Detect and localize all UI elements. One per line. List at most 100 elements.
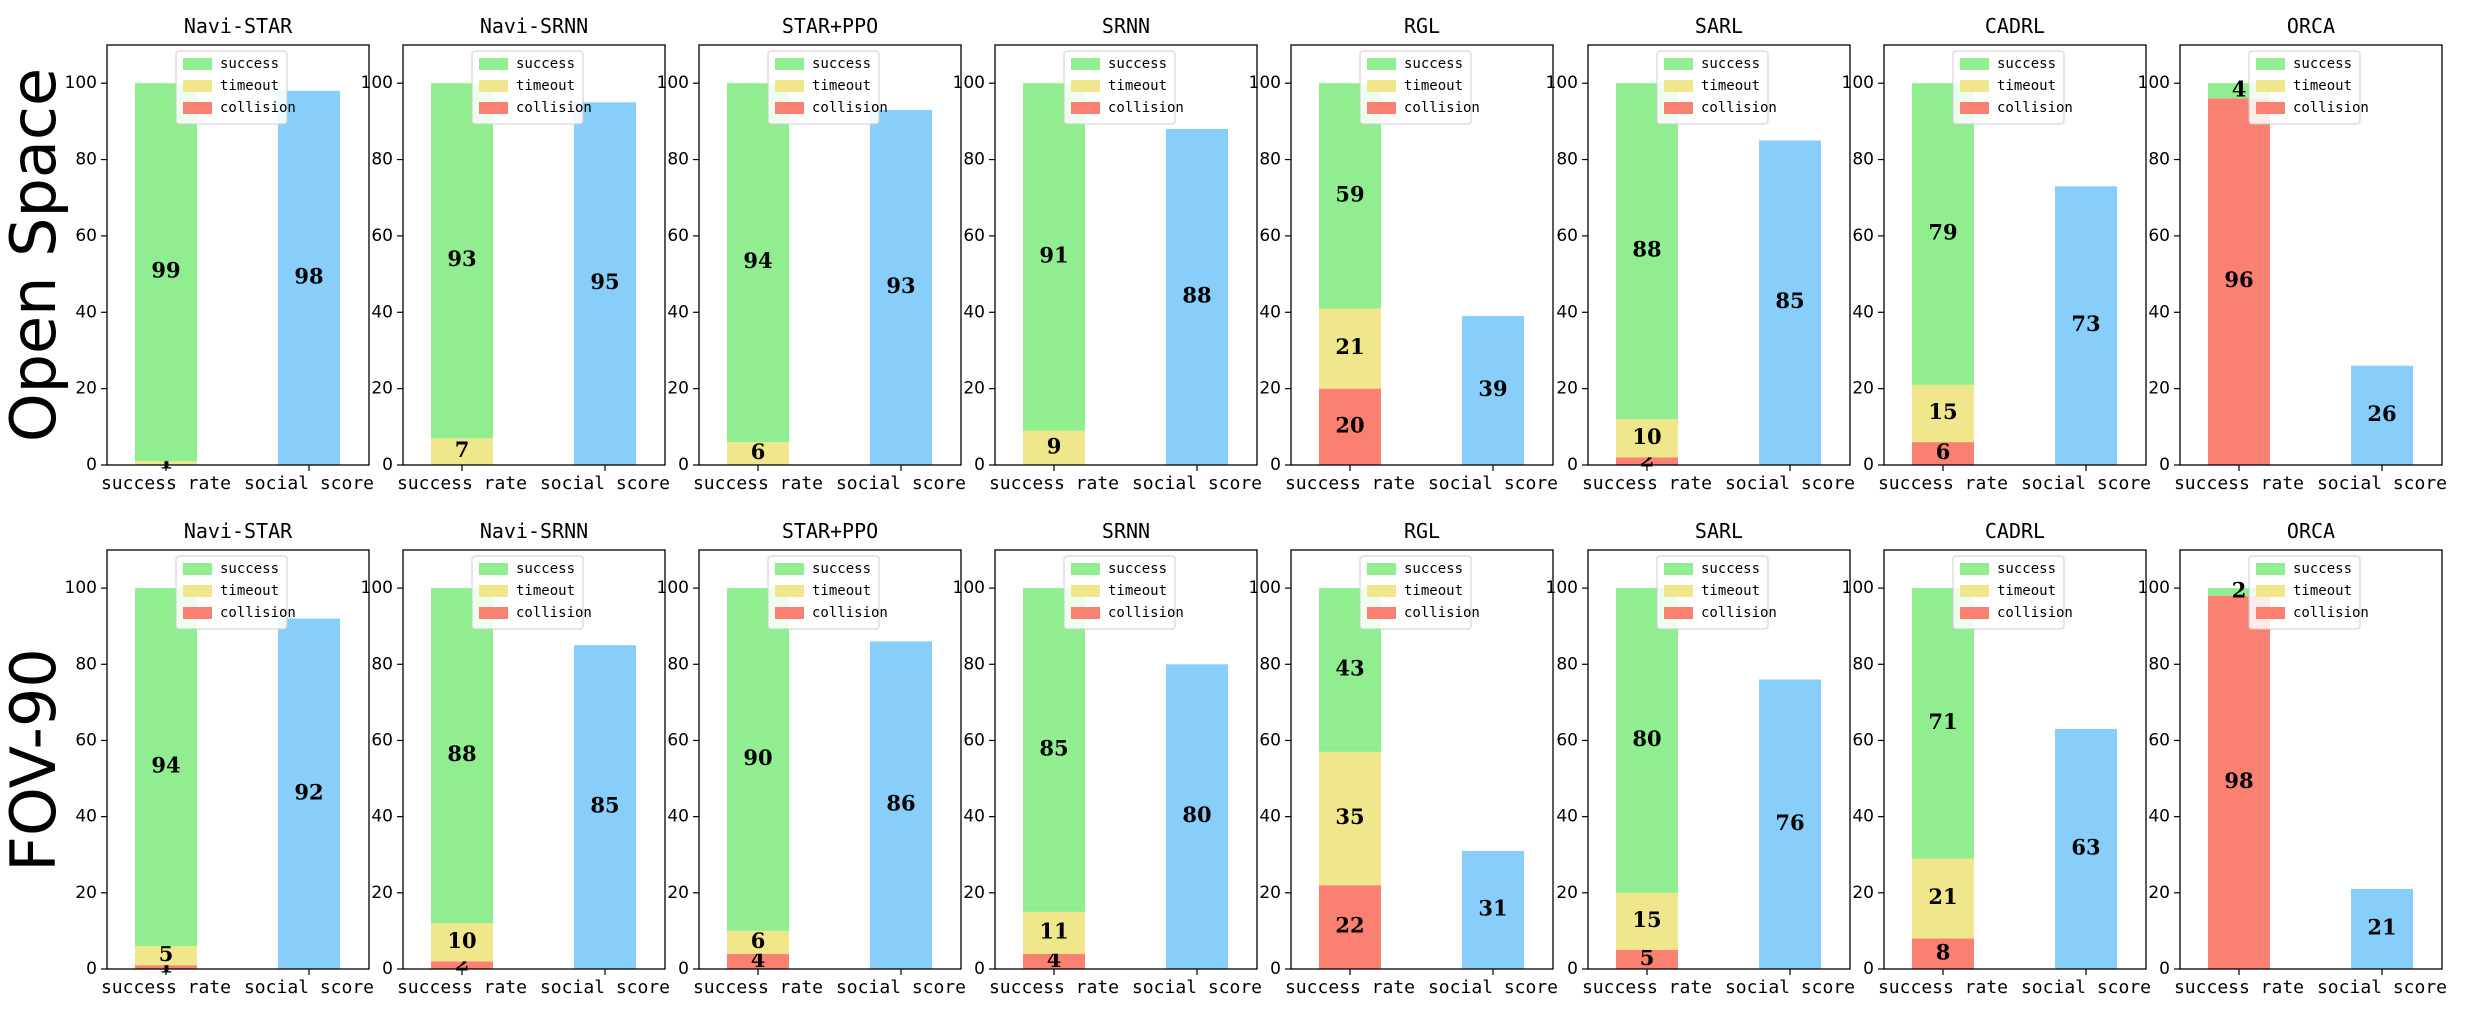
y-tick-label: 60 <box>371 226 393 246</box>
x-tick-label: success rate <box>2174 473 2304 494</box>
legend-swatch-success <box>479 58 508 70</box>
bar-label-success: 90 <box>743 745 772 770</box>
legend-label-timeout: timeout <box>1108 583 1167 599</box>
bar-success <box>1023 588 1085 912</box>
legend: success timeout collision <box>767 555 888 630</box>
panel-title: SARL <box>1695 14 1743 38</box>
axes-frame <box>402 44 666 466</box>
legend-label-timeout: timeout <box>220 78 279 94</box>
legend-label-timeout: timeout <box>812 78 871 94</box>
y-tick-label: 80 <box>1556 150 1578 170</box>
legend: success timeout collision <box>1952 555 2073 630</box>
bar-social-score <box>278 90 340 466</box>
panel-rgl-fov-90: RGL 22 35 43 31 0 20 40 60 80 100 success rate socia… <box>1249 519 1558 998</box>
legend-label-timeout: timeout <box>1701 78 1760 94</box>
y-tick-label: 100 <box>361 73 393 93</box>
y-tick-label: 20 <box>1852 379 1874 399</box>
row-label-fov-90: FOV-90 <box>0 648 70 871</box>
legend-swatch-timeout <box>2256 80 2285 92</box>
legend-swatch-timeout <box>1664 585 1693 597</box>
legend-label-collision: collision <box>1108 100 1184 116</box>
bar-label-success: 4 <box>2232 76 2247 101</box>
y-tick-label: 60 <box>963 730 985 750</box>
panel-srnn-open-space: SRNN 9 91 88 0 20 40 60 80 100 success rate social … <box>953 14 1262 494</box>
y-tick-label: 0 <box>1567 455 1578 475</box>
legend-label-collision: collision <box>516 605 592 621</box>
legend-label-timeout: timeout <box>1404 78 1463 94</box>
y-tick-label: 80 <box>371 150 393 170</box>
legend: success timeout collision <box>175 555 296 630</box>
x-tick-label: social score <box>2021 473 2151 494</box>
bar-timeout <box>1616 892 1678 950</box>
bar-label-social: 98 <box>294 263 323 288</box>
x-tick-label: social score <box>2317 473 2447 494</box>
legend-swatch-success <box>775 563 804 575</box>
y-tick-label: 100 <box>1842 73 1874 93</box>
legend-label-timeout: timeout <box>1404 583 1463 599</box>
panel-rgl-open-space: RGL 20 21 59 39 0 20 40 60 80 100 success rate socia… <box>1249 14 1558 494</box>
axes-frame <box>698 549 962 970</box>
y-tick-label: 40 <box>1259 807 1281 827</box>
y-tick-label: 40 <box>1259 302 1281 322</box>
bar-social-score <box>574 645 636 969</box>
panel-cadrl-fov-90: CADRL 8 21 71 63 0 20 40 60 80 100 success rate soci… <box>1842 519 2151 998</box>
x-tick-label: social score <box>836 977 966 998</box>
bar-label-social: 85 <box>1775 288 1804 313</box>
bar-timeout <box>135 946 197 966</box>
legend-swatch-timeout <box>1664 80 1693 92</box>
bar-timeout <box>1616 419 1678 458</box>
legend-swatch-success <box>183 563 212 575</box>
legend-swatch-success <box>1071 563 1100 575</box>
legend-label-success: success <box>1404 561 1463 577</box>
axes-frame <box>1587 44 1851 466</box>
y-tick-label: 60 <box>1852 730 1874 750</box>
legend-swatch-collision <box>2256 102 2285 114</box>
legend-label-success: success <box>1997 561 2056 577</box>
legend-label-timeout: timeout <box>2293 583 2352 599</box>
legend: success timeout collision <box>2248 555 2369 630</box>
bar-timeout <box>727 442 789 465</box>
x-tick-label: success rate <box>693 977 823 998</box>
y-tick-label: 40 <box>75 807 97 827</box>
y-tick-label: 100 <box>1546 73 1578 93</box>
bar-label-success: 59 <box>1335 181 1364 206</box>
legend: success timeout collision <box>175 50 296 125</box>
legend-label-success: success <box>220 56 279 72</box>
bar-social-score <box>1462 850 1524 969</box>
bar-timeout <box>431 923 493 962</box>
bar-label-timeout: 21 <box>1928 884 1957 909</box>
bar-collision <box>727 953 789 969</box>
legend-label-success: success <box>1701 561 1760 577</box>
panel-star-ppo-open-space: STAR+PPO 6 94 93 0 20 40 60 80 100 success rate soc… <box>657 14 966 494</box>
panel-navi-star-open-space: Navi-STAR19998020406080100success rateso… <box>65 14 374 494</box>
bar-label-timeout: 6 <box>751 928 766 953</box>
axes-frame <box>2179 549 2443 970</box>
y-tick-label: 100 <box>657 578 689 598</box>
axes-frame <box>106 549 370 970</box>
y-tick-label: 20 <box>371 883 393 903</box>
y-tick-label: 100 <box>65 73 97 93</box>
y-tick-label: 80 <box>667 150 689 170</box>
legend: success timeout collision <box>1656 50 1777 125</box>
y-tick-label: 20 <box>2148 379 2170 399</box>
legend-swatch-success <box>1367 563 1396 575</box>
y-tick-label: 20 <box>371 379 393 399</box>
legend-swatch-success <box>1664 563 1693 575</box>
y-tick-label: 40 <box>1556 302 1578 322</box>
axes-frame <box>698 44 962 466</box>
legend-swatch-collision <box>1664 607 1693 619</box>
legend-label-success: success <box>812 561 871 577</box>
x-tick-label: success rate <box>1285 977 1415 998</box>
y-tick-label: 0 <box>1270 959 1281 979</box>
y-tick-label: 100 <box>2138 73 2170 93</box>
bar-label-success: 88 <box>1632 237 1661 262</box>
bar-label-timeout: 9 <box>1047 433 1062 458</box>
legend-swatch-success <box>1071 58 1100 70</box>
legend-label-success: success <box>516 56 575 72</box>
y-tick-label: 80 <box>1852 654 1874 674</box>
x-tick-label: success rate <box>1582 977 1712 998</box>
bar-timeout <box>1912 384 1974 443</box>
bar-label-timeout: 6 <box>751 439 766 464</box>
y-tick-label: 60 <box>1556 226 1578 246</box>
legend: success timeout collision <box>1359 555 1480 630</box>
